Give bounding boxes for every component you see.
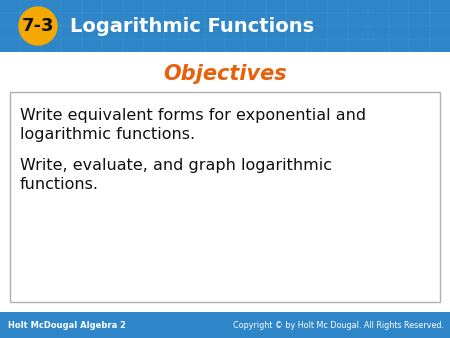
Bar	[0, 312, 450, 338]
Text: 7-3: 7-3	[22, 17, 54, 35]
Circle shape	[19, 7, 57, 45]
Text: Write equivalent forms for exponential and: Write equivalent forms for exponential a…	[20, 108, 366, 123]
Text: logarithmic functions.: logarithmic functions.	[20, 127, 195, 142]
Text: Objectives: Objectives	[163, 64, 287, 84]
Text: Write, evaluate, and graph logarithmic: Write, evaluate, and graph logarithmic	[20, 158, 332, 173]
Text: Logarithmic Functions: Logarithmic Functions	[70, 17, 314, 35]
Text: Copyright © by Holt Mc Dougal. All Rights Reserved.: Copyright © by Holt Mc Dougal. All Right…	[233, 320, 444, 330]
Text: functions.: functions.	[20, 177, 99, 192]
Bar	[0, 0, 450, 52]
Bar	[10, 92, 440, 302]
Text: Holt McDougal Algebra 2: Holt McDougal Algebra 2	[8, 320, 126, 330]
